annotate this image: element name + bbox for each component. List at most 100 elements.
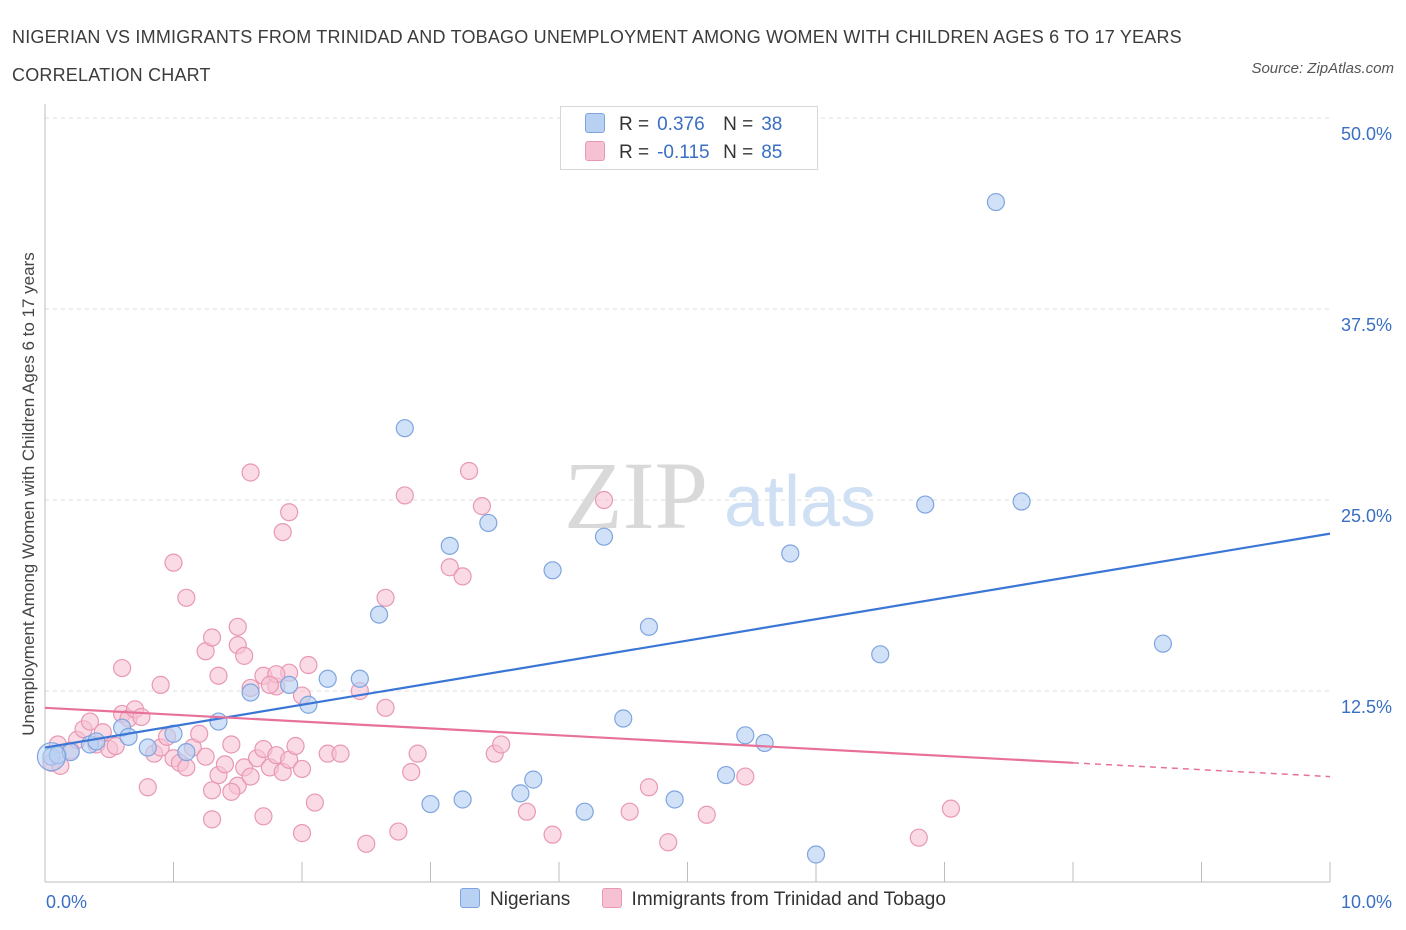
legend-r-label: R = bbox=[619, 142, 650, 163]
series-trinidad-points bbox=[42, 461, 961, 853]
nigerian-point bbox=[543, 561, 562, 580]
bottom-legend: Nigerians Immigrants from Trinidad and T… bbox=[460, 888, 972, 911]
trinidad-point bbox=[241, 767, 260, 786]
trinidad-point bbox=[190, 724, 209, 743]
nigerian-point bbox=[177, 743, 196, 762]
trinidad-point bbox=[241, 463, 260, 482]
trinidad-point bbox=[402, 762, 421, 782]
trinidad-point bbox=[260, 675, 279, 694]
chart-source: Source: ZipAtlas.com bbox=[1251, 60, 1394, 77]
bottom-legend-swatch-blue bbox=[460, 888, 480, 908]
nigerian-point bbox=[370, 605, 389, 624]
nigerian-point bbox=[916, 495, 935, 514]
trinidad-point bbox=[697, 805, 716, 824]
trinidad-point bbox=[472, 497, 491, 516]
nigerian-point bbox=[511, 784, 530, 803]
trend-line-trinidad bbox=[44, 706, 1074, 764]
series-nigerians-points bbox=[36, 192, 1173, 864]
trinidad-point bbox=[389, 822, 408, 841]
bottom-legend-label: Immigrants from Trinidad and Tobago bbox=[631, 889, 946, 910]
trinidad-point bbox=[292, 824, 312, 843]
y-tick-label: 50.0% bbox=[1341, 124, 1392, 144]
trinidad-point bbox=[659, 833, 678, 852]
trinidad-point bbox=[292, 759, 312, 779]
chart-title: NIGERIAN VS IMMIGRANTS FROM TRINIDAD AND… bbox=[12, 27, 1182, 85]
nigerian-point bbox=[479, 513, 498, 533]
nigerian-point bbox=[871, 645, 890, 664]
nigerian-point bbox=[806, 845, 826, 864]
bottom-legend-swatch-pink bbox=[601, 888, 622, 908]
y-tick-label: 37.5% bbox=[1341, 315, 1392, 335]
legend-box: R = 0.376 N = 38 R = -0.115 N = 85 bbox=[560, 106, 818, 170]
trinidad-point bbox=[594, 490, 614, 510]
legend-swatch-pink bbox=[585, 141, 605, 161]
nigerian-point bbox=[594, 527, 614, 546]
trinidad-point bbox=[376, 698, 395, 717]
gridlines bbox=[45, 117, 1330, 692]
trinidad-point bbox=[376, 588, 395, 607]
y-axis-label: Unemployment Among Women with Children A… bbox=[19, 252, 38, 736]
x-tick-label: 0.0% bbox=[46, 892, 87, 912]
tick-labels: 12.5% 25.0% 37.5% 50.0% 0.0% 10.0% bbox=[46, 124, 1392, 912]
trinidad-point bbox=[543, 825, 562, 844]
legend-r-label: R = bbox=[619, 114, 650, 135]
trinidad-point bbox=[254, 807, 273, 826]
nigerian-point bbox=[639, 617, 659, 636]
nigerian-point bbox=[755, 733, 774, 753]
nigerian-point bbox=[138, 738, 157, 757]
watermark: ZIP atlas bbox=[564, 442, 876, 549]
nigerian-point bbox=[986, 192, 1006, 212]
trinidad-point bbox=[305, 793, 324, 812]
bottom-legend-nigerians: Nigerians bbox=[460, 888, 570, 911]
trinidad-point bbox=[517, 802, 536, 821]
trinidad-point bbox=[106, 736, 125, 756]
trinidad-point bbox=[177, 758, 196, 777]
nigerian-point bbox=[350, 669, 369, 688]
trinidad-point bbox=[202, 628, 222, 647]
trinidad-point bbox=[151, 675, 170, 694]
nigerian-point bbox=[716, 765, 736, 785]
nigerian-point bbox=[440, 536, 459, 555]
nigerian-point bbox=[280, 675, 299, 694]
trend-line-nigerians bbox=[44, 532, 1331, 749]
trinidad-point bbox=[222, 735, 241, 754]
trinidad-point bbox=[132, 707, 151, 727]
nigerian-point bbox=[241, 683, 260, 702]
nigerian-point bbox=[575, 802, 594, 821]
nigerian-point bbox=[395, 419, 414, 438]
trinidad-point bbox=[408, 744, 427, 763]
legend-swatch-blue bbox=[585, 113, 605, 133]
trinidad-point bbox=[459, 461, 479, 481]
nigerian-point bbox=[453, 790, 472, 809]
legend-row-nigerians: R = 0.376 N = 38 bbox=[585, 113, 782, 135]
trinidad-point bbox=[736, 767, 755, 786]
nigerian-point bbox=[209, 712, 228, 731]
trinidad-point bbox=[941, 799, 961, 818]
nigerian-point bbox=[36, 742, 67, 772]
trinidad-point bbox=[909, 828, 928, 847]
legend-n-label: N = bbox=[723, 114, 754, 135]
bottom-legend-label: Nigerians bbox=[490, 889, 571, 910]
nigerian-point bbox=[1153, 634, 1173, 653]
nigerian-point bbox=[1012, 492, 1031, 511]
trinidad-point bbox=[357, 834, 376, 853]
trinidad-point bbox=[228, 617, 247, 636]
trinidad-point bbox=[440, 558, 459, 577]
legend-row-trinidad: R = -0.115 N = 85 bbox=[585, 141, 782, 163]
trinidad-point bbox=[215, 755, 234, 774]
trinidad-point bbox=[202, 781, 222, 800]
watermark-zip: ZIP bbox=[564, 442, 708, 549]
legend-n-label: N = bbox=[723, 142, 754, 163]
nigerian-point bbox=[781, 544, 800, 563]
trinidad-point bbox=[331, 744, 350, 763]
legend-r-value: -0.115 bbox=[657, 142, 710, 163]
trinidad-point bbox=[299, 655, 318, 675]
x-tick-label: 10.0% bbox=[1341, 892, 1392, 912]
trinidad-point bbox=[202, 810, 222, 829]
nigerian-point bbox=[614, 709, 633, 728]
trinidad-point bbox=[209, 666, 228, 685]
nigerian-point bbox=[87, 732, 106, 751]
trinidad-point bbox=[80, 712, 100, 731]
watermark-atlas: atlas bbox=[724, 462, 876, 542]
